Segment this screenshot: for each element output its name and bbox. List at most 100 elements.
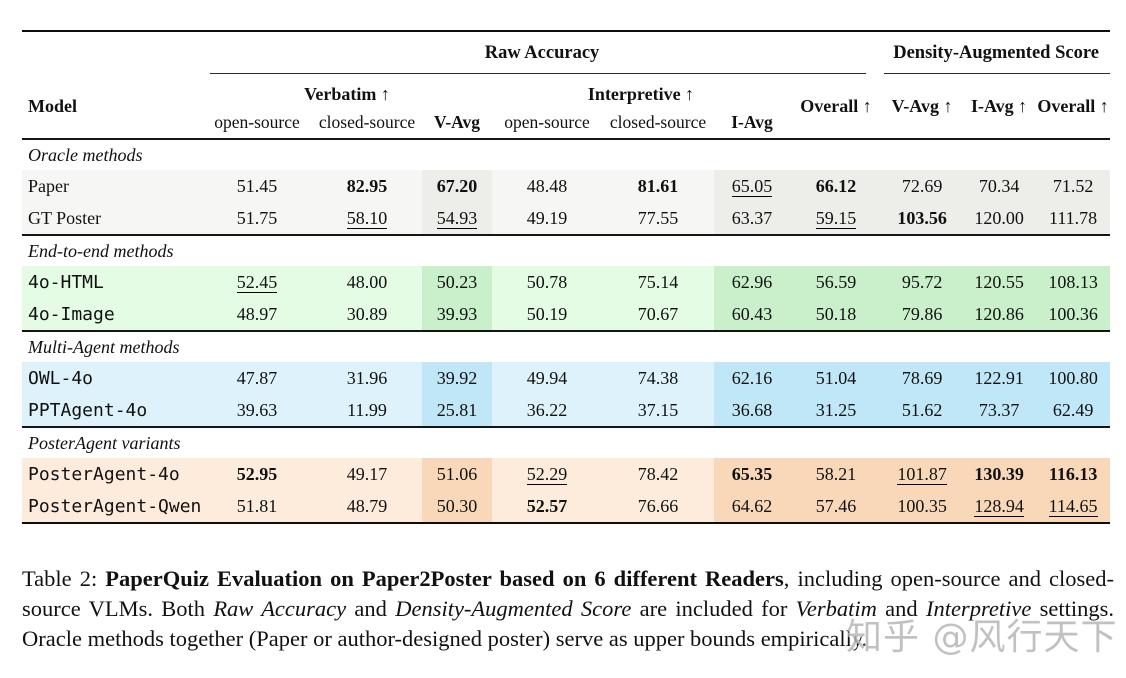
cell: 51.81 xyxy=(202,490,312,523)
cell: 51.06 xyxy=(422,458,492,490)
model-name: PPTAgent-4o xyxy=(22,394,202,427)
interpretive-closed-source-header: closed-source xyxy=(609,112,707,132)
cell: 49.17 xyxy=(312,458,422,490)
cell: 62.16 xyxy=(714,362,790,394)
cell: 39.92 xyxy=(422,362,492,394)
cell: 49.94 xyxy=(492,362,602,394)
table-row-4o-html: 4o-HTML 52.45 48.00 50.23 50.78 75.14 62… xyxy=(22,266,1111,298)
cell: 108.13 xyxy=(1036,266,1111,298)
section-label-posteragent: PosterAgent variants xyxy=(22,427,1111,458)
cell: 30.89 xyxy=(312,298,422,331)
cell: 100.35 xyxy=(882,490,963,523)
table-row-pptagent-4o: PPTAgent-4o 39.63 11.99 25.81 36.22 37.1… xyxy=(22,394,1111,427)
empty-corner xyxy=(22,31,202,74)
section-label-oracle: Oracle methods xyxy=(22,139,1111,170)
cell: 56.59 xyxy=(790,266,883,298)
cell: 52.29 xyxy=(492,458,602,490)
cell: 73.37 xyxy=(962,394,1037,427)
section-label-end-to-end: End-to-end methods xyxy=(22,235,1111,266)
cell: 64.62 xyxy=(714,490,790,523)
model-name: OWL-4o xyxy=(22,362,202,394)
cell: 111.78 xyxy=(1036,202,1111,235)
cell: 128.94 xyxy=(962,490,1037,523)
table-row-owl-4o: OWL-4o 47.87 31.96 39.92 49.94 74.38 62.… xyxy=(22,362,1111,394)
interpretive-header: Interpretive ↑ xyxy=(587,84,695,104)
cell: 37.15 xyxy=(602,394,714,427)
cell: 58.21 xyxy=(790,458,883,490)
vavg-das-header: V-Avg ↑ xyxy=(891,95,953,116)
cell: 66.12 xyxy=(790,170,883,202)
cell: 78.69 xyxy=(882,362,963,394)
zhihu-watermark: 知乎 @风行天下 xyxy=(846,617,1118,658)
cell: 114.65 xyxy=(1036,490,1111,523)
cell: 65.35 xyxy=(714,458,790,490)
cell: 59.15 xyxy=(790,202,883,235)
iavg-das-header: I-Avg ↑ xyxy=(970,95,1028,116)
cell: 52.95 xyxy=(202,458,312,490)
cell: 70.67 xyxy=(602,298,714,331)
results-table: Raw Accuracy Density-Augmented Score Mod… xyxy=(22,30,1111,524)
cell: 103.56 xyxy=(882,202,963,235)
cell: 25.81 xyxy=(422,394,492,427)
table-header: Raw Accuracy Density-Augmented Score Mod… xyxy=(22,31,1111,139)
verbatim-open-source-header: open-source xyxy=(214,112,300,132)
cell: 120.55 xyxy=(962,266,1037,298)
cell: 51.75 xyxy=(202,202,312,235)
cell: 81.61 xyxy=(602,170,714,202)
cell: 58.10 xyxy=(312,202,422,235)
model-name: Paper xyxy=(22,170,202,202)
cell: 50.18 xyxy=(790,298,883,331)
vavg-header: V-Avg xyxy=(433,112,480,132)
cell: 39.63 xyxy=(202,394,312,427)
overall-raw-header: Overall ↑ xyxy=(800,95,872,116)
cell: 67.20 xyxy=(422,170,492,202)
cell: 72.69 xyxy=(882,170,963,202)
cell: 36.22 xyxy=(492,394,602,427)
cell: 65.05 xyxy=(714,170,790,202)
cell: 95.72 xyxy=(882,266,963,298)
cell: 60.43 xyxy=(714,298,790,331)
table-row-paper: Paper 51.45 82.95 67.20 48.48 81.61 65.0… xyxy=(22,170,1111,202)
caption-title: PaperQuiz Evaluation on Paper2Poster bas… xyxy=(105,565,784,591)
model-column-header: Model xyxy=(28,95,77,116)
raw-accuracy-group-header: Raw Accuracy xyxy=(202,31,882,74)
cell: 48.00 xyxy=(312,266,422,298)
cell: 100.80 xyxy=(1036,362,1111,394)
cell: 75.14 xyxy=(602,266,714,298)
cell: 50.19 xyxy=(492,298,602,331)
iavg-header: I-Avg xyxy=(731,112,773,132)
table-row-4o-image: 4o-Image 48.97 30.89 39.93 50.19 70.67 6… xyxy=(22,298,1111,331)
cell: 52.57 xyxy=(492,490,602,523)
table-row-gt-poster: GT Poster 51.75 58.10 54.93 49.19 77.55 … xyxy=(22,202,1111,235)
cell: 120.00 xyxy=(962,202,1037,235)
cell: 63.37 xyxy=(714,202,790,235)
cell: 82.95 xyxy=(312,170,422,202)
cell: 51.62 xyxy=(882,394,963,427)
cell: 100.36 xyxy=(1036,298,1111,331)
model-name: PosterAgent-Qwen xyxy=(22,490,202,523)
table-caption: Table 2: PaperQuiz Evaluation on Paper2P… xyxy=(22,565,1114,651)
cell: 116.13 xyxy=(1036,458,1111,490)
cell: 51.04 xyxy=(790,362,883,394)
cell: 50.78 xyxy=(492,266,602,298)
cell: 57.46 xyxy=(790,490,883,523)
cell: 52.45 xyxy=(202,266,312,298)
cell: 101.87 xyxy=(882,458,963,490)
cell: 62.49 xyxy=(1036,394,1111,427)
cell: 39.93 xyxy=(422,298,492,331)
cell: 71.52 xyxy=(1036,170,1111,202)
cell: 48.79 xyxy=(312,490,422,523)
cell: 49.19 xyxy=(492,202,602,235)
cell: 54.93 xyxy=(422,202,492,235)
verbatim-header: Verbatim ↑ xyxy=(304,84,390,104)
cell: 31.25 xyxy=(790,394,883,427)
cell: 48.48 xyxy=(492,170,602,202)
model-name: PosterAgent-4o xyxy=(22,458,202,490)
cell: 51.45 xyxy=(202,170,312,202)
model-name: 4o-HTML xyxy=(22,266,202,298)
cell: 77.55 xyxy=(602,202,714,235)
cell: 11.99 xyxy=(312,394,422,427)
section-label-multi-agent: Multi-Agent methods xyxy=(22,331,1111,362)
cell: 79.86 xyxy=(882,298,963,331)
